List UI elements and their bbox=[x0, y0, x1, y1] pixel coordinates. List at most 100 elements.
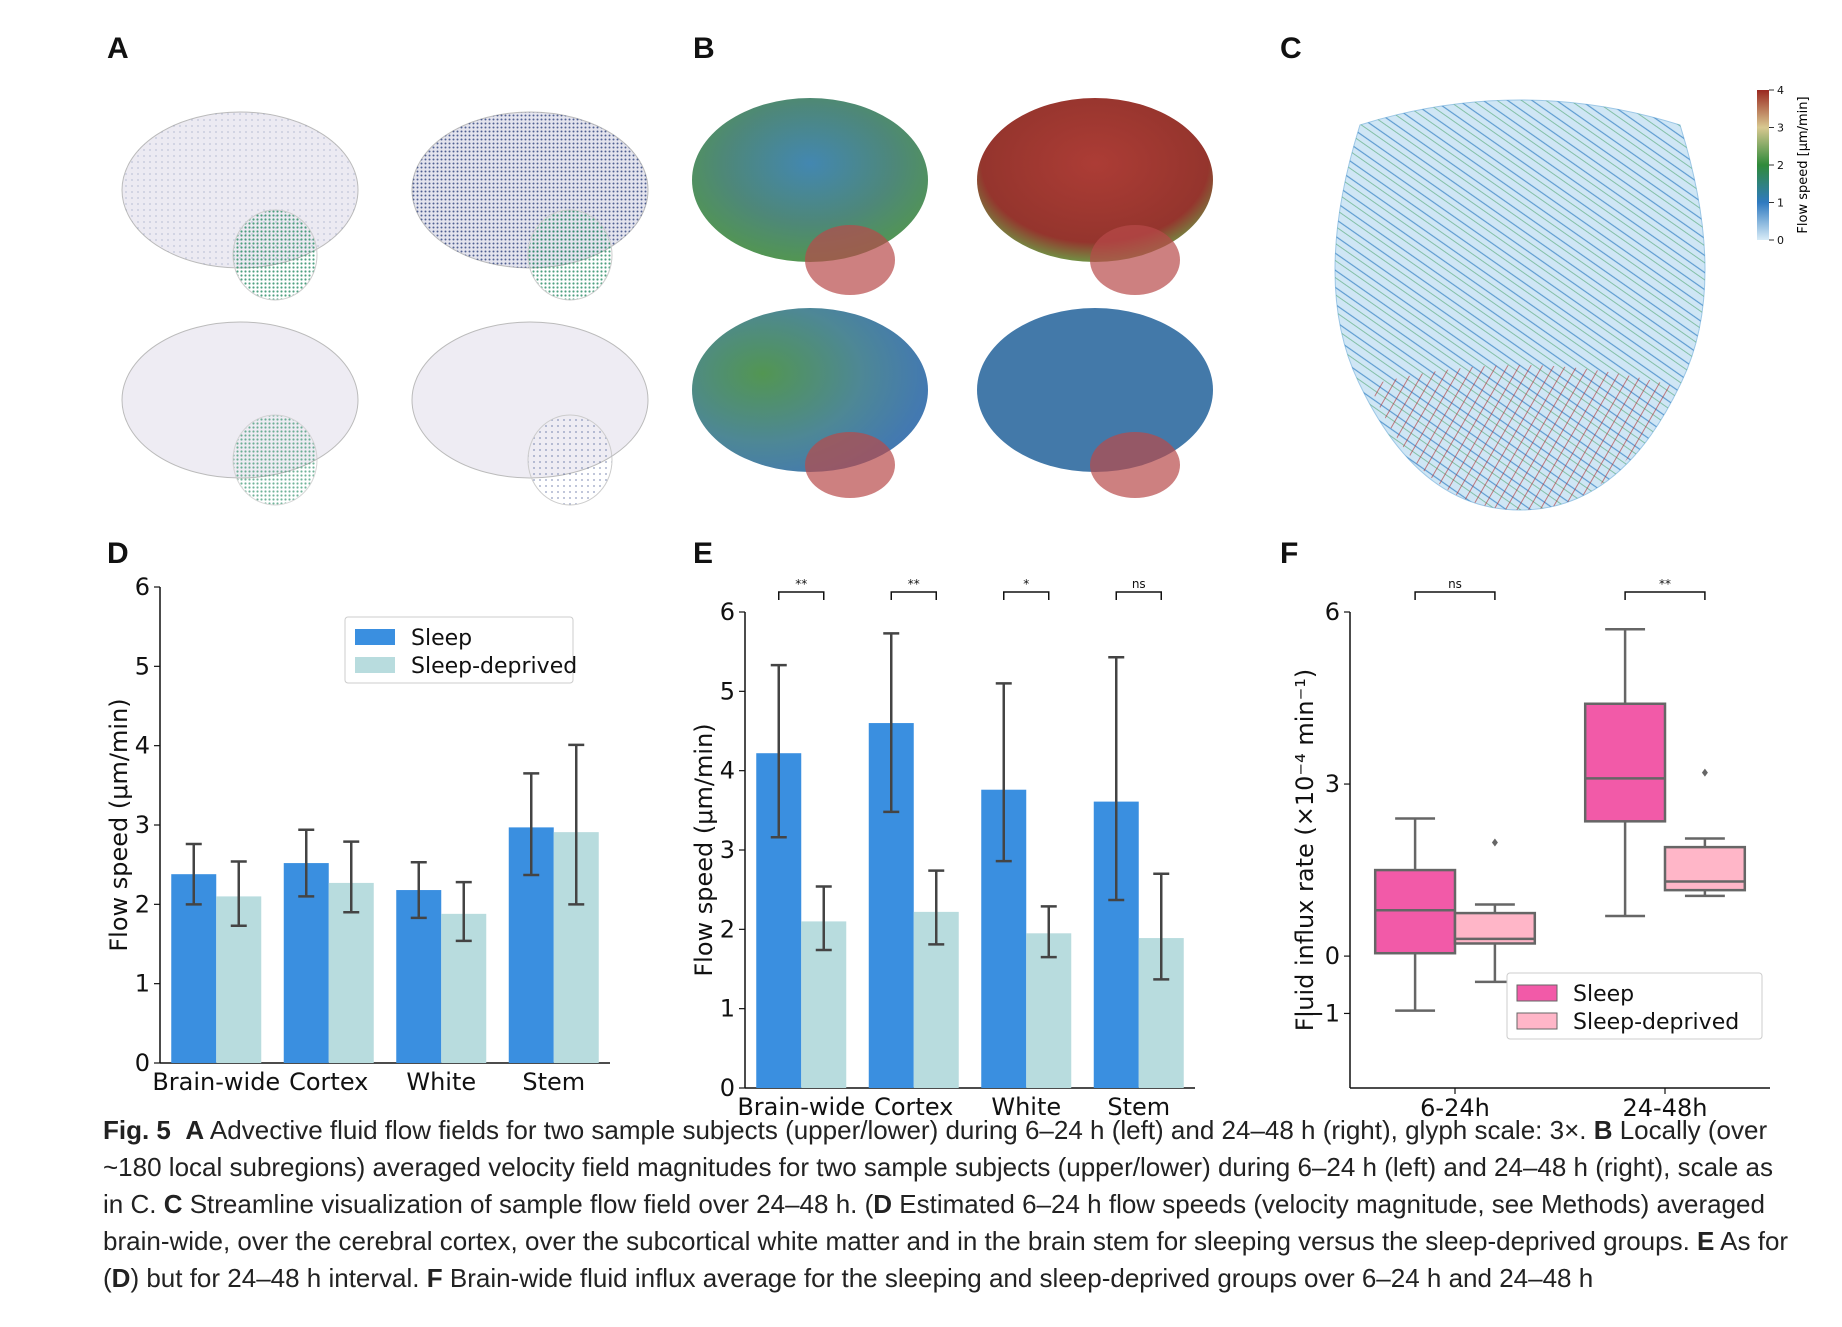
caption-panel-ref: D bbox=[873, 1189, 893, 1219]
panel-label-e: E bbox=[693, 537, 714, 570]
legend-box bbox=[1506, 972, 1763, 1040]
x-tick-label: 24-48h bbox=[1623, 1094, 1708, 1120]
colorbar-label: Flow speed [μm/min] bbox=[1796, 96, 1811, 233]
box-sleep bbox=[1373, 868, 1457, 955]
y-tick-label: 5 bbox=[720, 677, 735, 705]
y-tick-label: 6 bbox=[135, 575, 150, 601]
x-tick-label: Cortex bbox=[874, 1093, 953, 1120]
panel-label-d: D bbox=[107, 537, 129, 570]
y-tick-label: 6 bbox=[720, 598, 735, 626]
significance-bracket bbox=[778, 591, 825, 600]
colorbar-tick-label: 2 bbox=[1777, 159, 1784, 172]
x-tick-label: Brain-wide bbox=[152, 1068, 280, 1096]
caption-panel-ref: D bbox=[111, 1263, 131, 1293]
x-tick-label: White bbox=[406, 1068, 476, 1096]
brain-mag-lower-left bbox=[692, 308, 928, 498]
x-tick-label: Stem bbox=[522, 1068, 585, 1096]
y-tick-label: 2 bbox=[720, 915, 735, 943]
outlier-marker bbox=[1701, 768, 1708, 777]
legend-swatch-sleep bbox=[355, 629, 395, 645]
colorbar-tick-label: 0 bbox=[1777, 234, 1784, 247]
significance-label: ns bbox=[1132, 577, 1146, 591]
colorbar-tick-label: 1 bbox=[1777, 197, 1784, 210]
bar-sleep bbox=[171, 874, 217, 1063]
y-tick-label: 3 bbox=[1325, 770, 1340, 798]
significance-label: * bbox=[1023, 577, 1029, 591]
colorbar-gradient bbox=[1757, 90, 1769, 240]
legend-swatch-sleep bbox=[1516, 984, 1558, 1002]
y-tick-label: 2 bbox=[135, 890, 150, 918]
legend-label-sleep: Sleep bbox=[411, 626, 472, 651]
x-tick-label: Cortex bbox=[289, 1068, 368, 1096]
brain-glyph-upper-left bbox=[121, 111, 359, 301]
figure-caption: Fig. 5 A Advective fluid flow fields for… bbox=[103, 1112, 1793, 1297]
significance-bracket bbox=[1003, 591, 1050, 600]
significance-label: ns bbox=[1448, 577, 1462, 591]
caption-text: ) but for 24–48 h interval. bbox=[130, 1263, 427, 1293]
caption-panel-ref: E bbox=[1697, 1226, 1715, 1256]
panel-a-images bbox=[121, 111, 649, 506]
significance-bracket bbox=[890, 591, 937, 600]
caption-panel-ref: A bbox=[185, 1115, 205, 1145]
legend-swatch-sleep-deprived bbox=[1516, 1012, 1558, 1030]
panel-c-streamlines bbox=[1334, 99, 1706, 511]
legend-swatch-sleep-deprived bbox=[355, 657, 395, 673]
brain-glyph-upper-right bbox=[411, 111, 649, 301]
caption-text: Advective fluid flow fields for two samp… bbox=[204, 1115, 1594, 1145]
panel-label-f: F bbox=[1280, 537, 1299, 570]
caption-text: Brain-wide fluid influx average for the … bbox=[442, 1263, 1594, 1293]
brain-glyph-lower-right bbox=[411, 321, 649, 506]
panel-b-images bbox=[692, 98, 1213, 498]
colorbar-tick-label: 3 bbox=[1777, 122, 1784, 135]
y-tick-label: −1 bbox=[1305, 999, 1340, 1027]
y-tick-label: 6 bbox=[1325, 598, 1340, 626]
significance-label: ** bbox=[795, 577, 807, 591]
caption-panel-ref: F bbox=[426, 1263, 443, 1293]
x-tick-label: Brain-wide bbox=[737, 1093, 865, 1120]
y-tick-label: 5 bbox=[135, 652, 150, 680]
legend-box bbox=[344, 616, 574, 684]
caption-fig-label: Fig. 5 bbox=[103, 1115, 171, 1145]
y-tick-label: 3 bbox=[135, 811, 150, 839]
brain-mag-upper-right bbox=[977, 98, 1213, 295]
brain-glyph-lower-left bbox=[121, 321, 359, 506]
y-tick-label: 0 bbox=[1325, 942, 1340, 970]
y-tick-label: 1 bbox=[720, 995, 735, 1023]
x-tick-label: 6-24h bbox=[1420, 1094, 1490, 1120]
colorbar: 0 1 2 3 4 Flow speed [μm/min] bbox=[1757, 85, 1811, 247]
brain-mag-upper-left bbox=[692, 98, 928, 295]
outlier-marker bbox=[1491, 838, 1498, 847]
legend-label-sleep-deprived: Sleep-deprived bbox=[411, 654, 577, 679]
caption-text: Estimated 6–24 h flow speeds (velocity m… bbox=[103, 1189, 1765, 1256]
y-axis-label: Flow speed (μm/min) bbox=[690, 723, 718, 976]
brain-mag-lower-right bbox=[977, 308, 1213, 498]
chart-d: 0 1 2 3 4 5 6 Flow speed (μm/min) Brain-wide Cort… bbox=[105, 575, 610, 1096]
chart-e: 0 1 2 3 4 5 6 Flow speed (μm/min) Brain-wide ** Co… bbox=[690, 577, 1195, 1120]
y-tick-label: 3 bbox=[720, 836, 735, 864]
y-tick-label: 4 bbox=[135, 732, 150, 760]
bar-sleep-deprived bbox=[1026, 933, 1072, 1088]
panel-label-b: B bbox=[693, 32, 715, 65]
y-tick-label: 4 bbox=[720, 757, 735, 785]
caption-panel-ref: C bbox=[163, 1189, 183, 1219]
caption-text: As for ( bbox=[103, 1226, 1789, 1293]
significance-label: ** bbox=[1659, 577, 1671, 591]
legend-label-sleep-deprived: Sleep-deprived bbox=[1573, 1010, 1739, 1035]
legend-label-sleep: Sleep bbox=[1573, 982, 1634, 1007]
y-tick-label: 0 bbox=[135, 1049, 150, 1077]
y-tick-label: 0 bbox=[720, 1074, 735, 1102]
x-tick-label: White bbox=[991, 1093, 1061, 1120]
significance-bracket bbox=[1414, 591, 1496, 600]
y-axis-label: Fluid influx rate (×10⁻⁴ min⁻¹) bbox=[1291, 669, 1319, 1031]
significance-bracket bbox=[1624, 591, 1706, 600]
panel-label-c: C bbox=[1280, 32, 1302, 65]
caption-text: Locally (over ~180 local subregions) ave… bbox=[103, 1115, 1773, 1219]
y-axis-label: Flow speed (μm/min) bbox=[105, 698, 133, 951]
caption-panel-ref: B bbox=[1593, 1115, 1613, 1145]
chart-f: −1 0 3 6 Fluid influx rate (×10⁻⁴ min⁻¹) 6-24… bbox=[1291, 577, 1770, 1120]
colorbar-tick-label: 4 bbox=[1777, 85, 1784, 97]
x-tick-label: Stem bbox=[1107, 1093, 1170, 1120]
significance-label: ** bbox=[908, 577, 920, 591]
y-tick-label: 1 bbox=[135, 970, 150, 998]
caption-text: Streamline visualization of sample flow … bbox=[182, 1189, 874, 1219]
